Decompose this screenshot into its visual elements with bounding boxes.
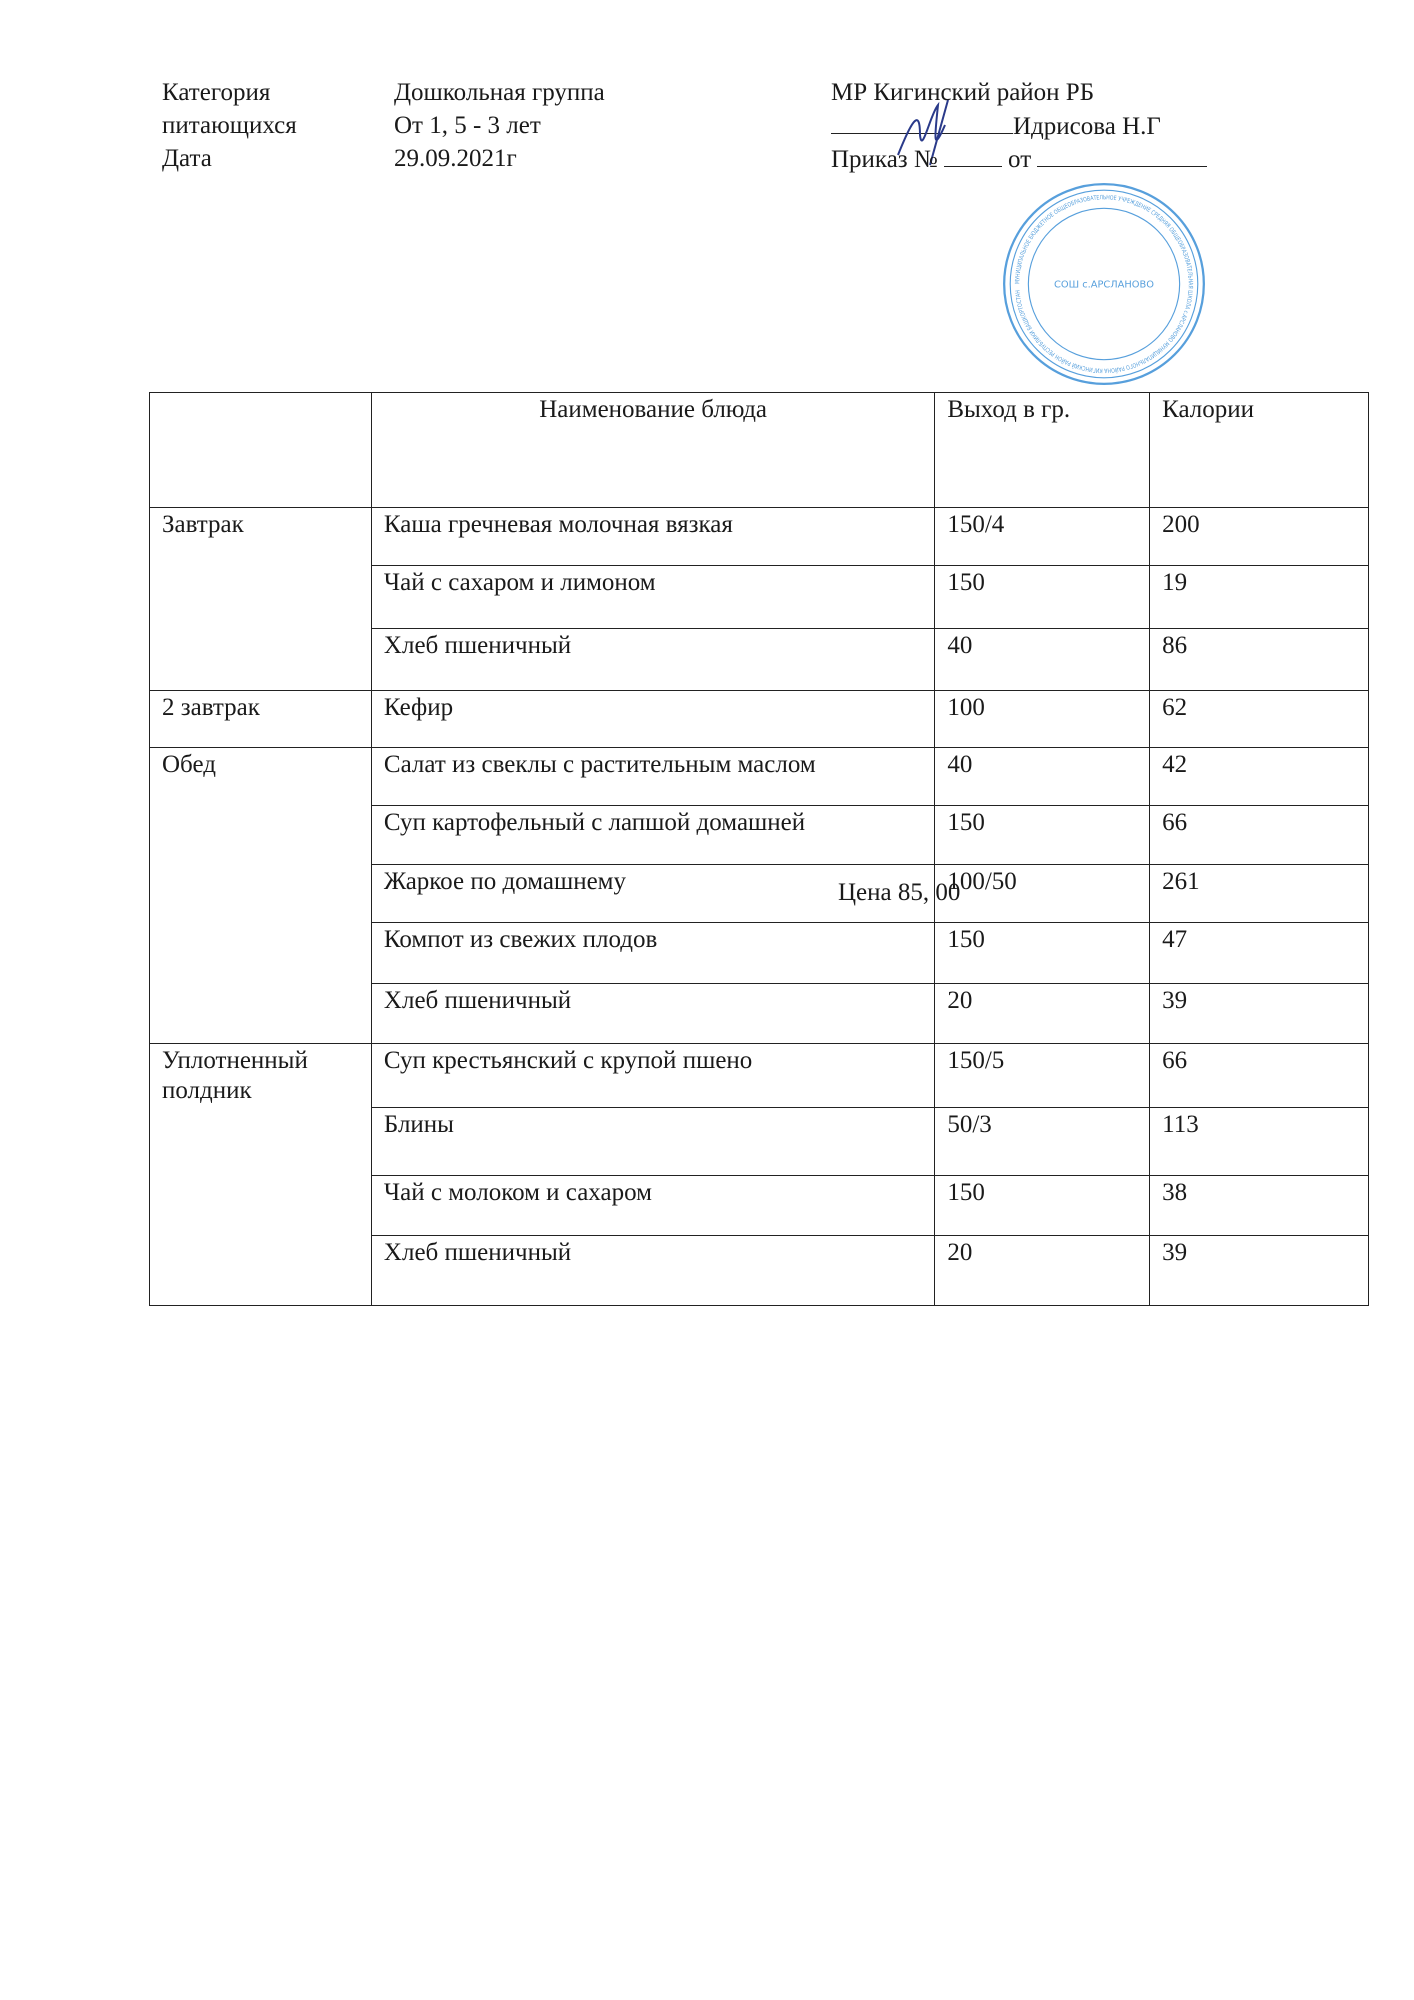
table-row: Завтрак Каша гречневая молочная вязкая 150… xyxy=(149,507,1369,691)
order-number-blank xyxy=(943,144,1002,167)
yield-cell: 150/4 xyxy=(934,507,1151,566)
calories-cell: 62 xyxy=(1149,690,1369,748)
dish-name-cell: Кефир xyxy=(370,690,936,748)
calories-cell: 39 xyxy=(1149,1235,1369,1306)
yield-cell: 150/5 xyxy=(934,1043,1151,1108)
dish-name-cell: Жаркое по домашнему xyxy=(370,864,936,923)
table-row: Чай с сахаром и лимоном 150 19 xyxy=(150,565,1369,629)
dish-name-cell: Чай с молоком и сахаром xyxy=(370,1175,936,1236)
dish-name-cell: Хлеб пшеничный xyxy=(370,983,936,1044)
yield-cell: 150 xyxy=(934,1175,1151,1236)
calories-cell: 39 xyxy=(1149,983,1369,1044)
date-value: 29.09.2021г xyxy=(394,145,517,172)
dish-name-cell: Чай с сахаром и лимоном xyxy=(370,565,936,629)
yield-cell: 150 xyxy=(934,565,1151,629)
calories-cell: 66 xyxy=(1149,805,1369,865)
dish-name-cell: Компот из свежих плодов xyxy=(370,922,936,984)
meal-cell: Уплотненный полдник xyxy=(149,1043,372,1306)
stamp-center-text: СОШ с.АРСЛАНОВО xyxy=(1054,279,1154,290)
table-row: Чай с молоком и сахаром 150 38 xyxy=(150,1175,1369,1236)
order-label: Приказ № xyxy=(831,146,938,173)
signature-line xyxy=(831,111,1013,134)
category-label-2: питающихся xyxy=(162,112,297,139)
price: Цена 85, 00 xyxy=(838,879,961,906)
meal-cell: Завтрак xyxy=(149,507,372,691)
calories-cell: 113 xyxy=(1149,1107,1369,1176)
age-value: От 1, 5 - 3 лет xyxy=(394,112,541,139)
calories-cell: 19 xyxy=(1149,565,1369,629)
yield-cell: 100/50 xyxy=(934,864,1151,923)
school-stamp: МУНИЦИПАЛЬНОЕ БЮДЖЕТНОЕ ОБЩЕОБРАЗОВАТЕЛЬ… xyxy=(1003,183,1205,385)
header-yield: Выход в гр. xyxy=(934,392,1151,508)
calories-cell: 47 xyxy=(1149,922,1369,984)
header-calories: Калории xyxy=(1149,392,1369,508)
order-from: от xyxy=(1008,146,1032,173)
dish-name-cell: Салат из свеклы с растительным маслом xyxy=(370,747,936,806)
yield-cell: 40 xyxy=(934,747,1151,806)
yield-cell: 40 xyxy=(934,628,1151,691)
table-row: Суп картофельный с лапшой домашней 150 66 xyxy=(150,805,1369,865)
menu-table: Наименование блюда Выход в гр. Калории З… xyxy=(149,392,1369,1306)
dish-name-cell: Суп крестьянский с крупой пшено xyxy=(370,1043,936,1108)
dish-name-cell: Блины xyxy=(370,1107,936,1176)
calories-cell: 38 xyxy=(1149,1175,1369,1236)
order-line: Приказ № от xyxy=(831,144,1208,175)
calories-cell: 66 xyxy=(1149,1043,1369,1108)
yield-cell: 150 xyxy=(934,805,1151,865)
table-header-row: Наименование блюда Выход в гр. Калории xyxy=(149,392,1369,508)
calories-cell: 42 xyxy=(1149,747,1369,806)
table-row: 2 завтрак Кефир 100 62 xyxy=(149,690,1369,748)
yield-cell: 50/3 xyxy=(934,1107,1151,1176)
table-row: Хлеб пшеничный 20 39 xyxy=(150,983,1369,1044)
table-row: Хлеб пшеничный 20 39 xyxy=(150,1235,1369,1306)
header-cell xyxy=(149,392,372,508)
dish-name-cell: Суп картофельный с лапшой домашней xyxy=(370,805,936,865)
table-row: Компот из свежих плодов 150 47 xyxy=(150,922,1369,984)
dish-name-cell: Хлеб пшеничный xyxy=(370,628,936,691)
dish-name-cell: Каша гречневая молочная вязкая xyxy=(370,507,936,566)
meal-cell: 2 завтрак xyxy=(149,690,372,748)
dish-name-cell: Хлеб пшеничный xyxy=(370,1235,936,1306)
yield-cell: 100 xyxy=(934,690,1151,748)
order-date-blank xyxy=(1037,144,1208,167)
approver-name: Идрисова Н.Г xyxy=(1013,113,1161,140)
header-dish-name: Наименование блюда xyxy=(370,392,936,508)
category-label: Категория xyxy=(162,79,271,106)
meal-cell: Обед xyxy=(149,747,372,1044)
calories-cell: 261 xyxy=(1149,864,1369,923)
approval-signature-line: Идрисова Н.Г xyxy=(831,111,1161,142)
yield-cell: 20 xyxy=(934,983,1151,1044)
signature xyxy=(897,99,949,166)
group-value: Дошкольная группа xyxy=(394,79,605,106)
table-row: Обед Салат из свеклы с растительным масло… xyxy=(149,747,1369,1044)
yield-cell: 20 xyxy=(934,1235,1151,1306)
approval-org: МР Кигинский район РБ xyxy=(831,79,1095,106)
table-row: Уплотненный полдник Суп крестьянский с кр… xyxy=(149,1043,1369,1306)
yield-cell: 150 xyxy=(934,922,1151,984)
date-label: Дата xyxy=(162,145,212,172)
calories-cell: 200 xyxy=(1149,507,1369,566)
calories-cell: 86 xyxy=(1149,628,1369,691)
